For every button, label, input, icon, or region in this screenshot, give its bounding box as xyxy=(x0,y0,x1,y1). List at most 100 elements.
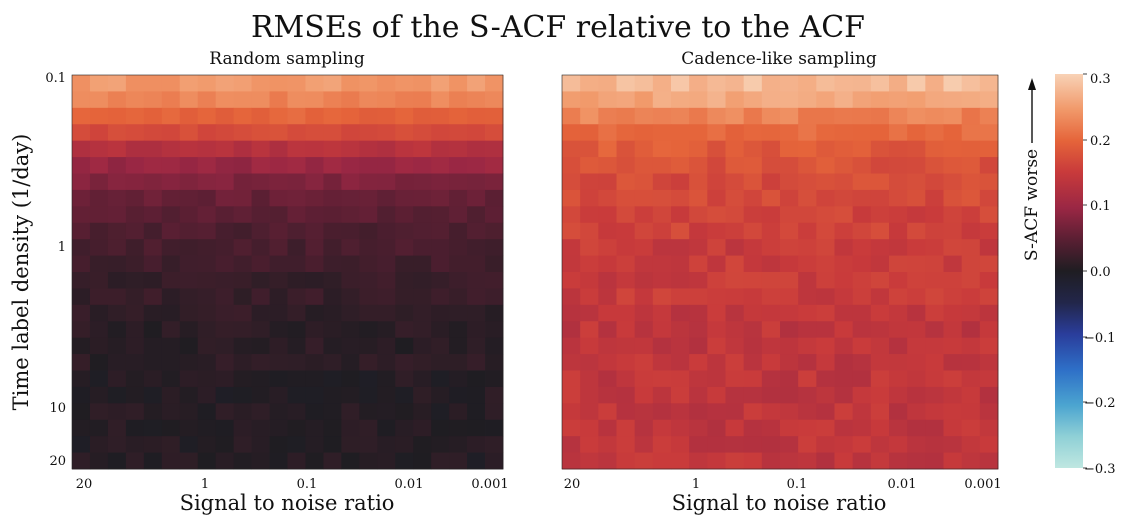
heatmap-cell xyxy=(341,419,360,437)
heatmap-cell xyxy=(652,419,672,437)
heatmap-cell xyxy=(761,239,781,256)
heatmap-cell xyxy=(161,124,181,142)
heatmap-cell xyxy=(341,321,360,339)
heatmap-cell xyxy=(431,436,450,453)
heatmap-cell xyxy=(233,337,252,355)
heatmap-cell xyxy=(377,255,396,273)
heatmap-cell xyxy=(725,189,745,207)
heatmap-cell xyxy=(780,189,799,207)
heatmap-cell xyxy=(215,173,235,191)
heatmap-cell xyxy=(852,239,872,256)
heatmap-cell xyxy=(889,206,908,224)
heatmap-cell xyxy=(395,239,414,256)
heatmap-cell xyxy=(287,288,306,306)
heatmap-cell xyxy=(616,107,636,125)
heatmap-cell xyxy=(449,75,468,92)
heatmap-cell xyxy=(780,107,799,125)
heatmap-cell xyxy=(287,107,306,125)
heatmap-cell xyxy=(925,403,944,421)
heatmap-cell xyxy=(979,403,999,421)
heatmap-cell xyxy=(359,321,378,339)
heatmap-cell xyxy=(725,107,745,125)
heatmap-cell xyxy=(961,288,981,306)
heatmap-cell xyxy=(798,321,817,339)
heatmap-cell xyxy=(598,288,617,306)
heatmap-cell xyxy=(395,206,414,224)
heatmap-cell xyxy=(907,189,926,207)
heatmap-cell xyxy=(979,288,999,306)
heatmap-cell xyxy=(979,304,999,322)
heatmap-cell xyxy=(485,452,504,470)
heatmap-cell xyxy=(689,91,708,109)
heatmap-cell xyxy=(907,370,926,388)
heatmap-cell xyxy=(251,419,270,437)
heatmap-cell xyxy=(179,304,199,322)
heatmap-cell xyxy=(251,239,270,256)
heatmap-cell xyxy=(562,321,581,339)
heatmap-cell xyxy=(179,189,199,207)
heatmap-cell xyxy=(413,124,432,142)
heatmap-cell xyxy=(161,370,181,388)
heatmap-cell xyxy=(485,173,504,191)
heatmap-cell xyxy=(323,107,342,125)
colorbar xyxy=(1055,74,1083,468)
heatmap-cell xyxy=(925,75,944,92)
heatmap-cell xyxy=(431,75,450,92)
heatmap-cell xyxy=(269,272,288,289)
heatmap-cell xyxy=(907,75,926,92)
heatmap-cell xyxy=(652,304,672,322)
heatmap-cell xyxy=(161,222,181,240)
heatmap-cell xyxy=(449,337,468,355)
heatmap-cell xyxy=(89,173,109,191)
heatmap-cell xyxy=(89,140,109,158)
heatmap-cell xyxy=(562,206,581,224)
heatmap-cell xyxy=(598,75,617,92)
heatmap-cell xyxy=(161,452,181,470)
heatmap-cell xyxy=(870,436,890,453)
heatmap-cell xyxy=(215,337,235,355)
heatmap-cell xyxy=(323,189,342,207)
heatmap-cell xyxy=(834,288,854,306)
heatmap-cell xyxy=(197,403,217,421)
heatmap-cell xyxy=(251,272,270,289)
heatmap-cell xyxy=(125,124,145,142)
heatmap-cell xyxy=(743,272,763,289)
heatmap-cell xyxy=(925,189,944,207)
heatmap-cell xyxy=(761,124,781,142)
heatmap-cell xyxy=(359,419,378,437)
heatmap-cell xyxy=(634,288,654,306)
heatmap-cell xyxy=(107,452,127,470)
heatmap-cell xyxy=(652,436,672,453)
heatmap-cell xyxy=(907,91,926,109)
heatmap-cell xyxy=(689,386,708,404)
heatmap-cell xyxy=(377,91,396,109)
heatmap-cell xyxy=(125,107,145,125)
heatmap-cell xyxy=(798,107,817,125)
heatmap-cell xyxy=(616,157,636,174)
heatmap-cell xyxy=(395,140,414,158)
heatmap-cell xyxy=(761,321,781,339)
heatmap-cell xyxy=(269,288,288,306)
heatmap-cell xyxy=(907,288,926,306)
heatmap-cell xyxy=(816,419,835,437)
heatmap-cell xyxy=(562,255,581,273)
heatmap-cell xyxy=(780,173,799,191)
heatmap-cell xyxy=(143,91,163,109)
heatmap-cell xyxy=(287,452,306,470)
heatmap-cell xyxy=(485,370,504,388)
heatmap-cell xyxy=(143,140,163,158)
heatmap-cell xyxy=(961,354,981,371)
heatmap-cell xyxy=(925,354,944,371)
heatmap-cell xyxy=(215,140,235,158)
heatmap-cell xyxy=(598,370,617,388)
heatmap-cell xyxy=(143,239,163,256)
heatmap-cell xyxy=(305,91,324,109)
heatmap-cell xyxy=(215,403,235,421)
heatmap-cell xyxy=(125,370,145,388)
heatmap-cell xyxy=(580,189,599,207)
heatmap-cell xyxy=(743,75,763,92)
heatmap-cell xyxy=(907,436,926,453)
heatmap-cell xyxy=(233,321,252,339)
heatmap-cell xyxy=(925,321,944,339)
heatmap-cell xyxy=(143,288,163,306)
